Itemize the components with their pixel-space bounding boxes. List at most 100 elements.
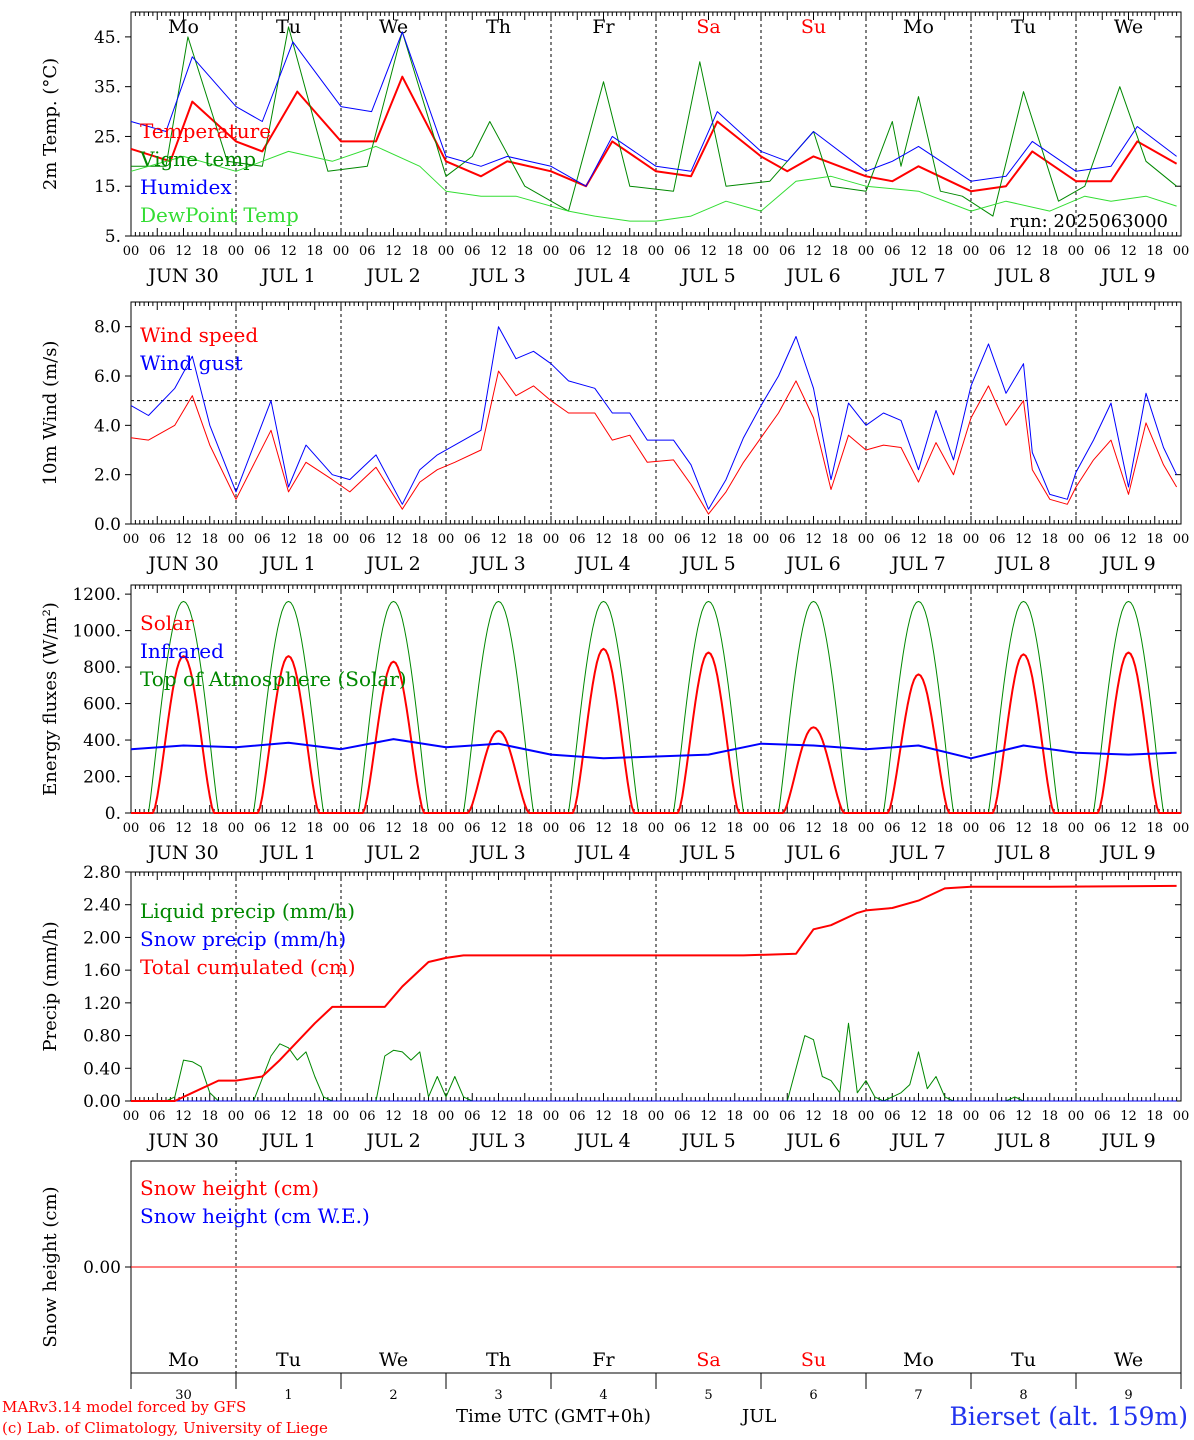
hour-tick-label: 18 (306, 821, 323, 836)
hour-tick-label: 18 (201, 532, 218, 547)
hour-tick-label: 12 (1120, 532, 1137, 547)
y-tick-label: 1000. (72, 622, 121, 642)
hour-tick-label: 06 (674, 244, 691, 259)
hour-tick-label: 06 (1094, 1109, 1111, 1124)
hour-tick-label: 18 (831, 532, 848, 547)
hour-tick-label: 06 (569, 532, 586, 547)
hour-tick-label: 06 (779, 821, 796, 836)
hour-tick-label: 18 (201, 821, 218, 836)
date-label-jul-4: JUL 4 (574, 1130, 630, 1152)
y-tick-label: 5. (105, 227, 121, 247)
hour-tick-label: 12 (910, 244, 927, 259)
hour-tick-label: 12 (385, 1109, 402, 1124)
station-name: Bierset (alt. 159m) (949, 1402, 1188, 1431)
bottom-day-label-tu: Tu (276, 1349, 301, 1371)
hour-tick-label: 00 (228, 532, 245, 547)
day-number-4: 4 (599, 1388, 607, 1403)
hour-tick-label: 06 (569, 244, 586, 259)
hour-tick-label: 00 (753, 244, 770, 259)
date-label-jul-6: JUL 6 (784, 553, 840, 575)
date-label-jul-9: JUL 9 (1099, 1130, 1155, 1152)
legend-humidex: Humidex (140, 175, 232, 199)
hour-tick-label: 12 (700, 532, 717, 547)
y-tick-label: 25. (94, 127, 121, 147)
hour-tick-label: 00 (333, 532, 350, 547)
hour-tick-label: 18 (1041, 1109, 1058, 1124)
hour-tick-label: 18 (516, 1109, 533, 1124)
y-tick-label: 8.0 (94, 318, 121, 338)
hour-tick-label: 00 (228, 1109, 245, 1124)
day-number-8: 8 (1019, 1388, 1027, 1403)
hour-tick-label: 12 (595, 821, 612, 836)
hour-tick-label: 06 (674, 1109, 691, 1124)
series-wind-gust (130, 326, 1178, 510)
hour-tick-label: 00 (648, 821, 665, 836)
hour-tick-label: 18 (516, 244, 533, 259)
hour-tick-label: 18 (1041, 821, 1058, 836)
hour-tick-label: 18 (306, 532, 323, 547)
hour-tick-label: 12 (595, 244, 612, 259)
hour-tick-label: 00 (1173, 244, 1190, 259)
bottom-day-label-we: We (379, 1349, 408, 1371)
hour-tick-label: 12 (385, 821, 402, 836)
hour-tick-label: 18 (831, 1109, 848, 1124)
hour-tick-label: 00 (858, 821, 875, 836)
date-label-jul-4: JUL 4 (574, 842, 630, 864)
hour-tick-label: 00 (228, 821, 245, 836)
legend-snow-height-cm: Snow height (cm) (140, 1176, 319, 1200)
hour-tick-label: 06 (149, 821, 166, 836)
hour-tick-label: 18 (1041, 244, 1058, 259)
hour-tick-label: 12 (490, 821, 507, 836)
hour-tick-label: 00 (963, 1109, 980, 1124)
hour-tick-label: 12 (280, 821, 297, 836)
hour-tick-label: 00 (648, 244, 665, 259)
hour-tick-label: 12 (805, 1109, 822, 1124)
hour-tick-label: 00 (753, 532, 770, 547)
hour-tick-label: 12 (700, 821, 717, 836)
hour-tick-label: 00 (963, 821, 980, 836)
hour-tick-label: 00 (1068, 244, 1085, 259)
hour-tick-label: 18 (1041, 532, 1058, 547)
hour-tick-label: 00 (123, 532, 140, 547)
hour-tick-label: 12 (490, 244, 507, 259)
series-temperature (130, 75, 1178, 193)
hour-tick-label: 12 (1015, 532, 1032, 547)
hour-tick-label: 18 (621, 821, 638, 836)
day-label-th: Th (486, 16, 511, 38)
hour-tick-label: 00 (753, 1109, 770, 1124)
y-axis-label-4: Precip (mm/h) (40, 921, 61, 1051)
hour-tick-label: 06 (569, 1109, 586, 1124)
hour-tick-label: 00 (963, 532, 980, 547)
y-tick-label: 400. (83, 731, 121, 751)
hour-tick-label: 06 (464, 821, 481, 836)
month-label: JUL (742, 1406, 777, 1427)
hour-tick-label: 12 (280, 244, 297, 259)
series-wind-speed (130, 370, 1178, 515)
hour-tick-label: 18 (726, 821, 743, 836)
hour-tick-label: 06 (359, 1109, 376, 1124)
run-label: run: 2025063000 (1010, 211, 1168, 232)
hour-tick-label: 00 (1068, 821, 1085, 836)
y-tick-label: 0.40 (83, 1059, 121, 1079)
hour-tick-label: 00 (543, 244, 560, 259)
hour-tick-label: 06 (464, 244, 481, 259)
hour-tick-label: 12 (1015, 244, 1032, 259)
day-number-5: 5 (704, 1388, 712, 1403)
hour-tick-label: 00 (123, 244, 140, 259)
y-tick-label: 35. (94, 78, 121, 98)
date-label-jul-5: JUL 5 (679, 553, 735, 575)
y-tick-label: 0. (105, 804, 121, 824)
day-label-sa: Sa (696, 16, 720, 38)
hour-tick-label: 12 (490, 1109, 507, 1124)
hour-tick-label: 18 (516, 821, 533, 836)
hour-tick-label: 12 (910, 821, 927, 836)
day-number-30: 30 (175, 1388, 192, 1403)
hour-tick-label: 06 (989, 244, 1006, 259)
y-tick-label: 2.00 (83, 928, 121, 948)
date-label-jul-2: JUL 2 (364, 842, 420, 864)
hour-tick-label: 12 (385, 532, 402, 547)
hour-tick-label: 12 (805, 244, 822, 259)
date-label-jul-3: JUL 3 (469, 1130, 525, 1152)
y-axis-label-3: Energy fluxes (W/m²) (40, 602, 61, 796)
y-tick-label: 1.60 (83, 961, 121, 981)
